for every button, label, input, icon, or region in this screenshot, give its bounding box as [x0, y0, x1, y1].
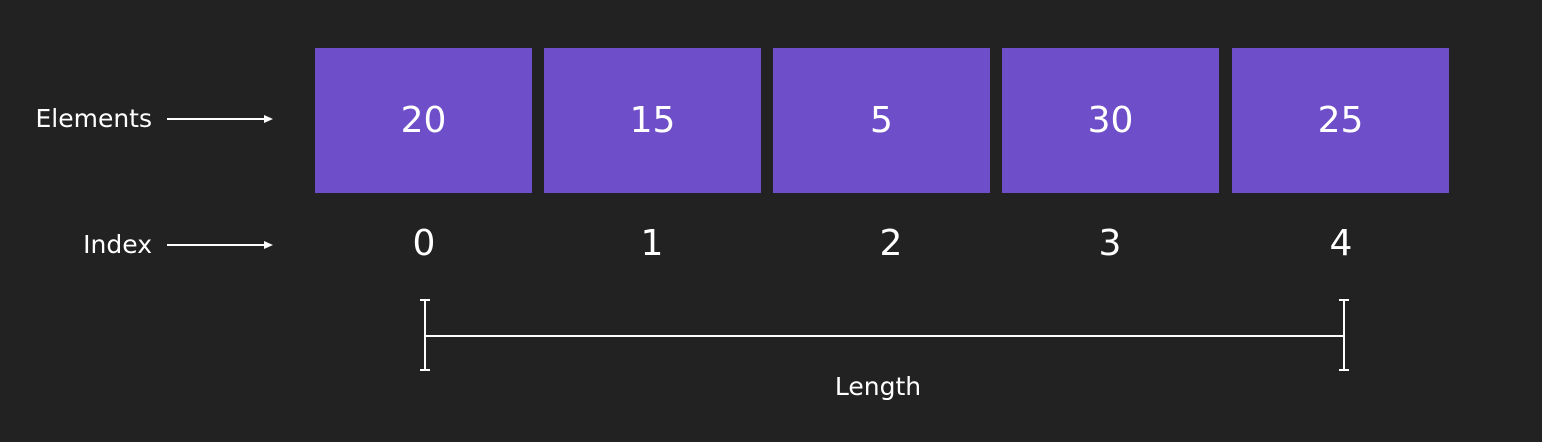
index-arrow-icon	[167, 241, 273, 249]
array-cell-4: 25	[1232, 48, 1449, 193]
cell-value: 5	[870, 100, 893, 141]
cell-value: 15	[629, 100, 676, 141]
index-value-0: 0	[412, 223, 436, 264]
cell-value: 30	[1087, 100, 1134, 141]
index-value-3: 3	[1098, 223, 1122, 264]
array-cell-2: 5	[773, 48, 990, 193]
index-value-1: 1	[640, 223, 664, 264]
elements-arrow-icon	[167, 115, 273, 123]
array-cell-1: 15	[544, 48, 761, 193]
index-label: Index	[83, 230, 152, 259]
array-cell-3: 30	[1002, 48, 1219, 193]
cell-value: 25	[1317, 100, 1364, 141]
cell-value: 20	[400, 100, 447, 141]
index-value-4: 4	[1329, 223, 1353, 264]
elements-label: Elements	[35, 104, 152, 133]
length-label: Length	[834, 372, 922, 401]
array-cell-0: 20	[315, 48, 532, 193]
index-value-2: 2	[879, 223, 903, 264]
